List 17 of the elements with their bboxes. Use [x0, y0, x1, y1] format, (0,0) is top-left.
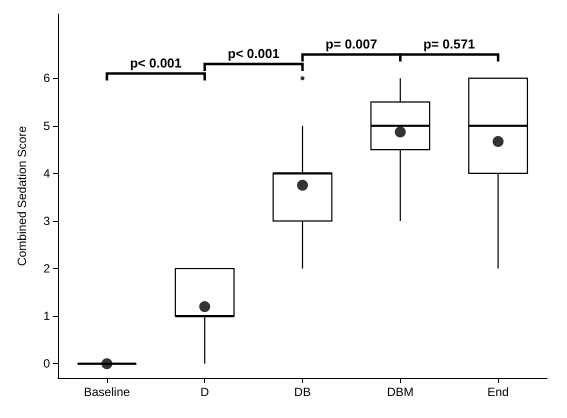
annotation: p< 0.001	[228, 46, 280, 61]
y-tick-label: 5	[43, 118, 50, 133]
x-tick-label: D	[200, 385, 210, 399]
x-tick-label: DB	[294, 385, 311, 399]
annotation: p= 0.571	[423, 36, 476, 52]
annotation: p< 0.001	[130, 55, 182, 70]
y-tick-label: 4	[43, 166, 50, 180]
y-tick-label: 6	[43, 71, 50, 86]
annotation: p= 0.007	[326, 36, 378, 52]
x-tick-label: DBM	[386, 385, 414, 399]
x-tick-label: Baseline	[84, 385, 130, 399]
y-tick-label: 2	[43, 262, 50, 276]
y-tick-label: 0	[43, 356, 50, 371]
x-tick-label: End	[487, 385, 509, 399]
y-tick-label: 3	[43, 214, 50, 228]
y-tick-label: 1	[43, 309, 50, 324]
y-axis-title: Combined Sedation Score	[15, 126, 29, 266]
